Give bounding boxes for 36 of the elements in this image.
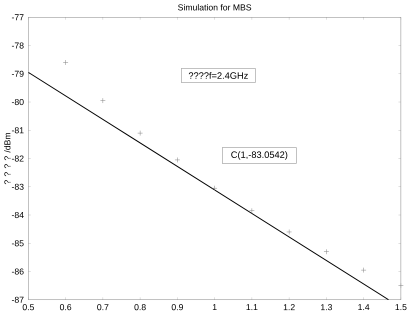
y-tick-label: -83 — [12, 184, 24, 190]
point — [398, 282, 404, 288]
point — [212, 185, 218, 191]
point — [100, 98, 106, 104]
point — [174, 157, 180, 162]
y-axis-title: ? ? ? ? /dBm — [4, 132, 10, 184]
y-tick-label: -79 — [12, 70, 24, 77]
annotation: ????f=2.4GHz — [188, 72, 248, 79]
x-tick-label: 0.6 — [60, 304, 72, 310]
point — [360, 267, 366, 273]
point — [324, 248, 330, 254]
y-tick-label: -85 — [12, 240, 24, 246]
y-tick-label: -78 — [12, 42, 24, 48]
annotation: C(1,-83.0542) — [231, 151, 288, 160]
x-tick-label: 0.8 — [134, 304, 146, 310]
x-tick-label: 0.7 — [97, 304, 108, 310]
y-tick-label: -86 — [12, 268, 24, 274]
y-tick-label: -81 — [12, 127, 24, 134]
point — [137, 130, 143, 136]
x-tick-label: 0.5 — [22, 304, 34, 310]
point — [249, 208, 255, 214]
y-tick-label: -82 — [12, 155, 24, 162]
x-tick-label: 1 — [212, 304, 217, 310]
x-tick-label: 1.3 — [321, 304, 332, 310]
x-tick-label: 1.4 — [358, 304, 370, 310]
point — [62, 60, 68, 66]
x-tick-label: 1.1 — [246, 304, 258, 310]
chart-title: Simulation for MBS — [178, 4, 252, 10]
y-tick-label: -77 — [12, 14, 24, 20]
point — [286, 229, 292, 235]
x-tick-label: 1.5 — [396, 304, 407, 310]
x-tick-label: 0.9 — [172, 304, 183, 310]
y-tick-label: -87 — [12, 296, 24, 303]
x-tick-label: 1.2 — [284, 304, 295, 310]
y-tick-label: -84 — [12, 212, 24, 218]
y-tick-label: -80 — [12, 98, 24, 105]
